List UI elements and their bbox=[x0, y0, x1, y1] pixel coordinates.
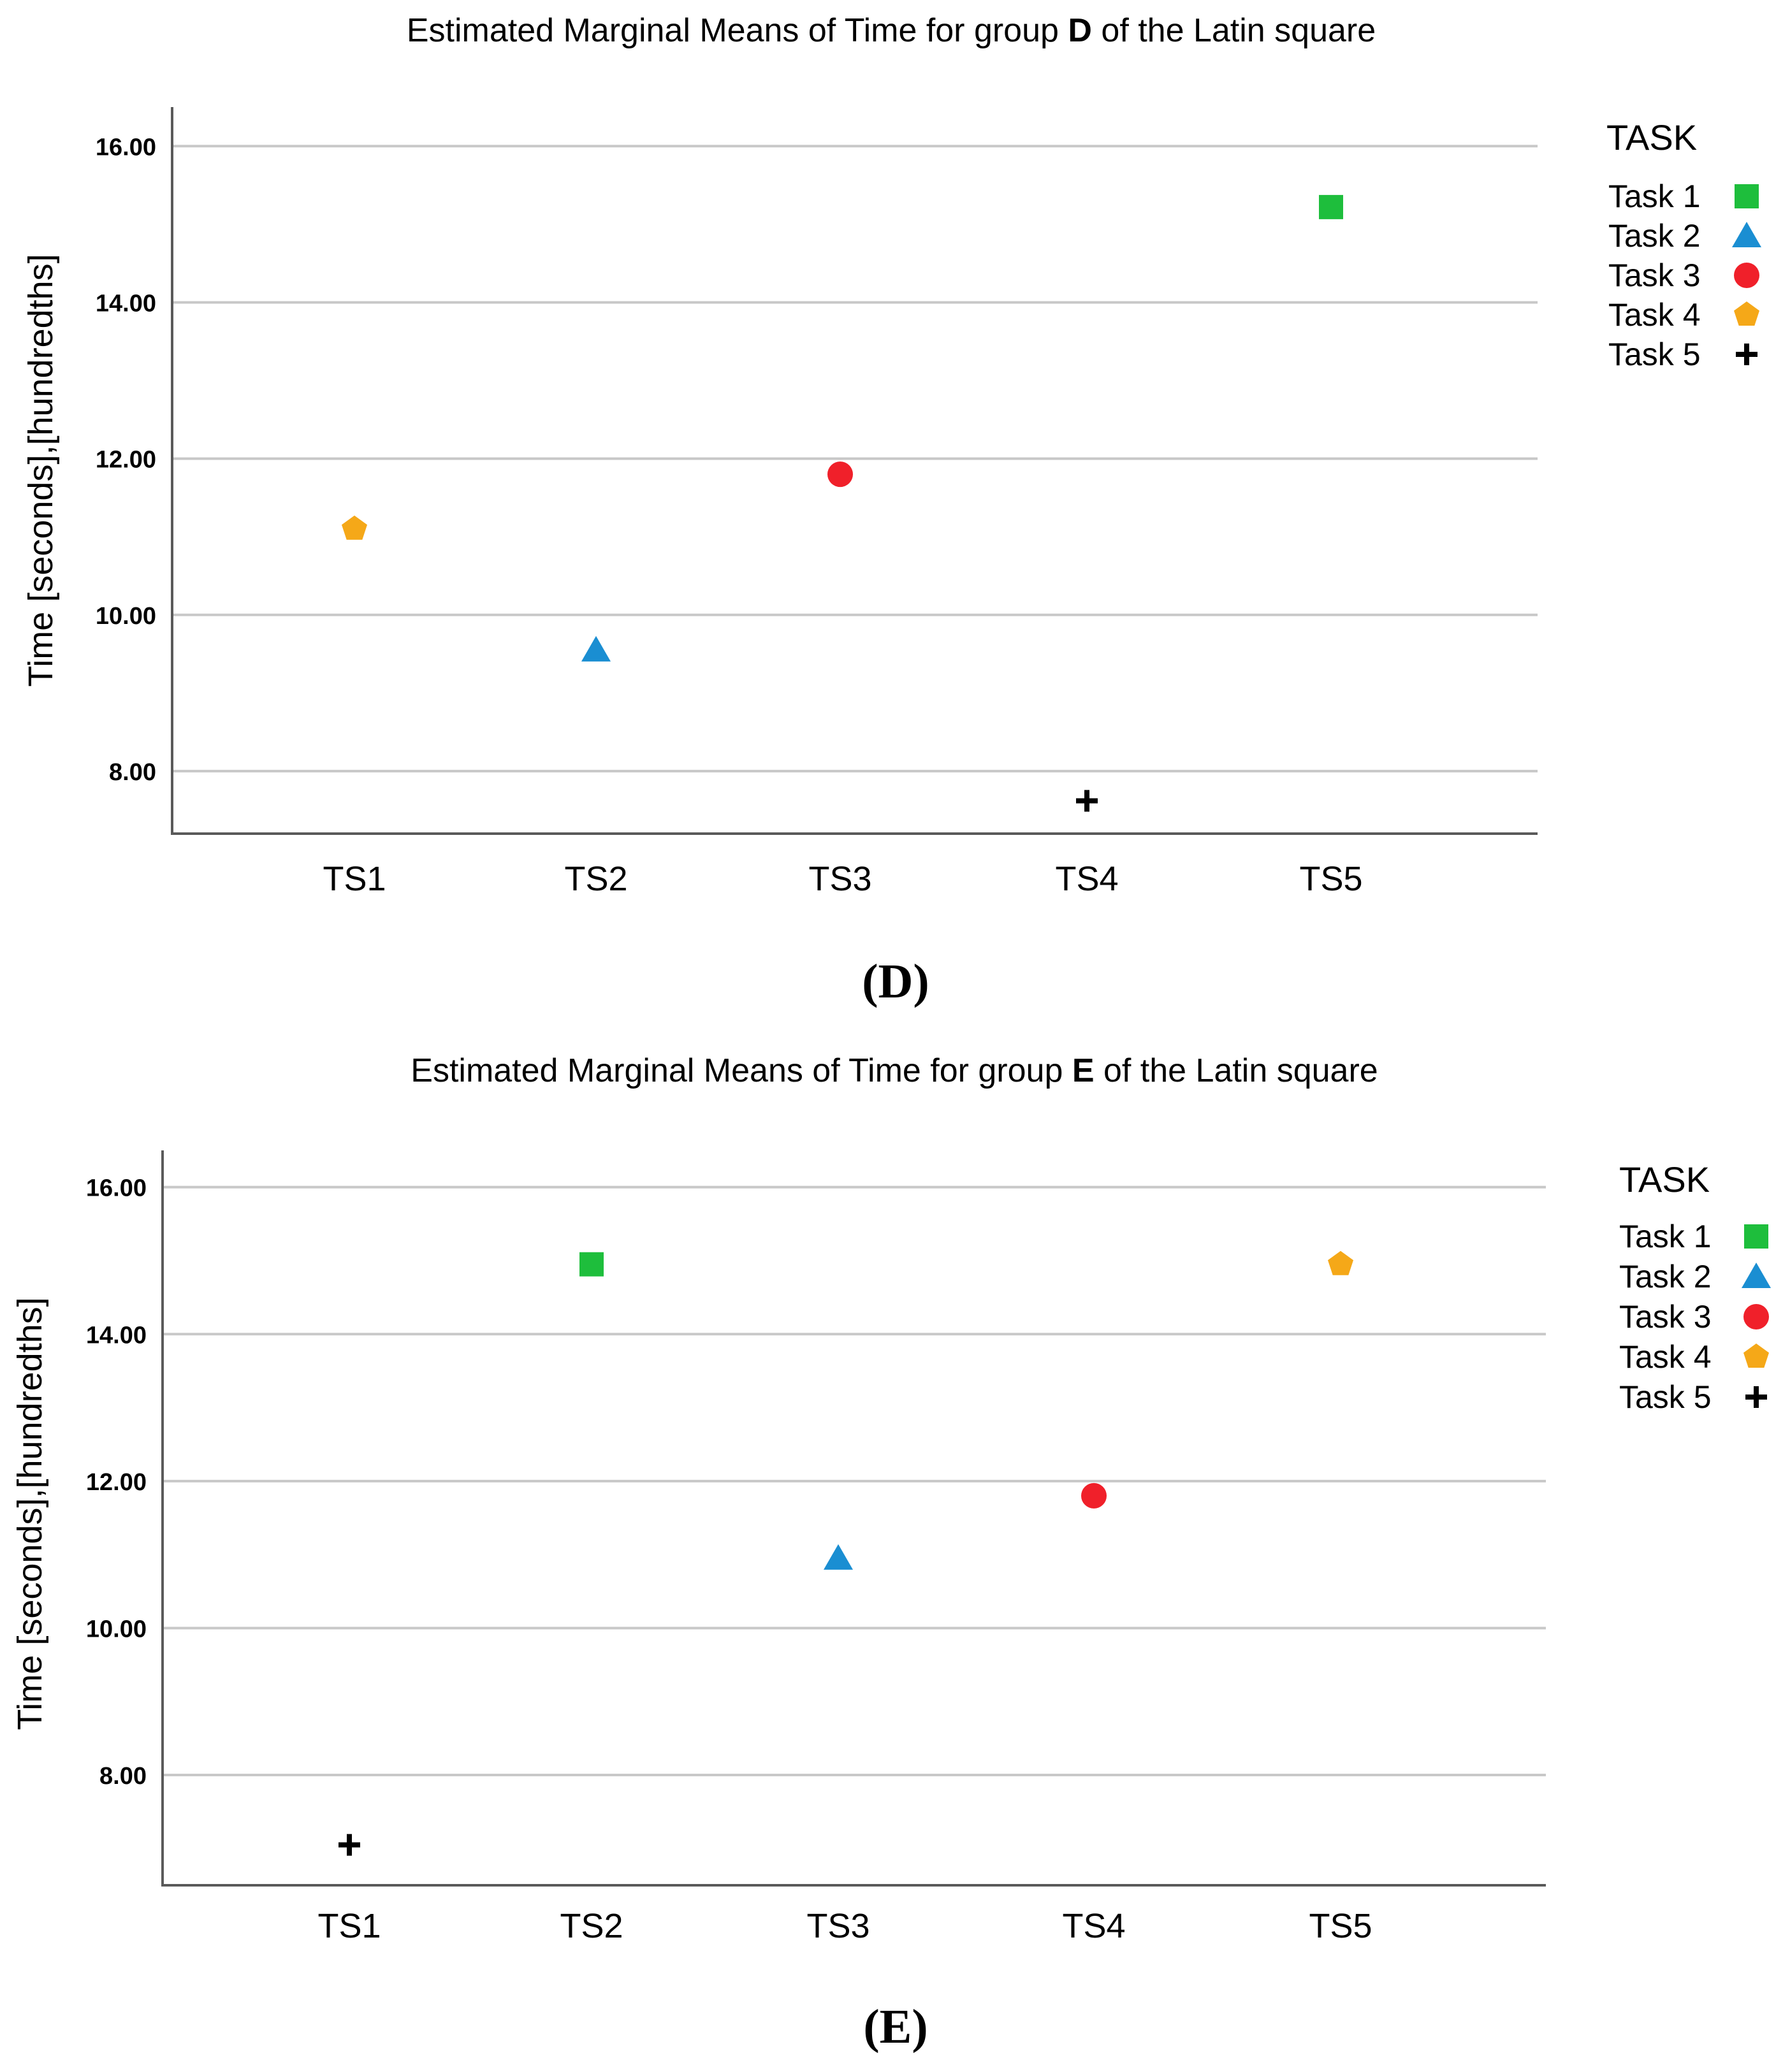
panel-label-d: (D) bbox=[862, 955, 929, 1008]
x-tick-label: TS1 bbox=[323, 860, 386, 898]
y-tick-label: 16.00 bbox=[86, 1175, 147, 1202]
legend-label: Task 3 bbox=[1608, 257, 1701, 293]
y-tick-label: 8.00 bbox=[109, 759, 156, 786]
x-tick-labels-e: TS1 TS2 TS3 TS4 TS5 bbox=[317, 1907, 1372, 1945]
chart-title-d: Estimated Marginal Means of Time for gro… bbox=[407, 12, 1376, 49]
axes-e bbox=[161, 1150, 1546, 1887]
grid-lines-d bbox=[172, 145, 1538, 772]
y-tick-label: 14.00 bbox=[86, 1322, 147, 1349]
y-tick-label: 8.00 bbox=[99, 1763, 147, 1790]
y-tick-label: 16.00 bbox=[96, 134, 156, 161]
data-point-task-5-e bbox=[338, 1834, 360, 1856]
legend-label: Task 1 bbox=[1619, 1219, 1712, 1254]
legend-label: Task 3 bbox=[1619, 1299, 1712, 1335]
data-points-d bbox=[342, 194, 1343, 812]
chart-panel-d: Estimated Marginal Means of Time for gro… bbox=[22, 12, 1761, 1008]
y-tick-labels-d: 8.00 10.00 12.00 14.00 16.00 bbox=[96, 134, 156, 786]
data-point-task-5-d bbox=[1076, 790, 1098, 812]
x-tick-label: TS2 bbox=[564, 860, 627, 898]
grid-lines-e bbox=[163, 1185, 1546, 1777]
x-tick-label: TS3 bbox=[808, 860, 871, 898]
x-tick-labels-d: TS1 TS2 TS3 TS4 TS5 bbox=[323, 860, 1362, 898]
legend-triangle-icon bbox=[1742, 1263, 1771, 1288]
data-point-task-4-d bbox=[342, 515, 367, 540]
y-tick-label: 10.00 bbox=[86, 1616, 147, 1642]
legend-label: Task 2 bbox=[1619, 1259, 1712, 1294]
x-tick-label: TS1 bbox=[317, 1907, 381, 1945]
data-point-task-2-e bbox=[824, 1544, 853, 1570]
legend-label: Task 4 bbox=[1608, 297, 1701, 333]
legend-title-e: TASK bbox=[1619, 1159, 1710, 1199]
legend-pentagon-icon bbox=[1743, 1344, 1769, 1368]
legend-label: Task 5 bbox=[1619, 1379, 1712, 1415]
axes-d bbox=[171, 107, 1538, 835]
legend-circle-icon bbox=[1743, 1304, 1769, 1329]
y-tick-label: 10.00 bbox=[96, 603, 156, 630]
data-point-task-2-d bbox=[581, 635, 611, 662]
legend-square-icon bbox=[1735, 184, 1759, 208]
y-axis-label-e: Time [seconds],[hundredths] bbox=[11, 1297, 49, 1730]
legend-triangle-icon bbox=[1732, 222, 1761, 247]
data-points-e bbox=[338, 1250, 1353, 1856]
data-point-task-1-e bbox=[579, 1252, 604, 1277]
chart-title-e: Estimated Marginal Means of Time for gro… bbox=[411, 1052, 1378, 1089]
legend-e: TASK Task 1 Task 2 Task 3 Task 4 Task 5 bbox=[1619, 1159, 1771, 1415]
y-tick-label: 12.00 bbox=[96, 447, 156, 474]
legend-cross-icon bbox=[1745, 1386, 1767, 1408]
y-tick-label: 12.00 bbox=[86, 1469, 147, 1496]
data-point-task-4-e bbox=[1328, 1250, 1353, 1275]
y-tick-labels-e: 8.00 10.00 12.00 14.00 16.00 bbox=[86, 1175, 147, 1790]
legend-label: Task 5 bbox=[1608, 337, 1701, 372]
legend-square-icon bbox=[1744, 1224, 1768, 1249]
data-point-task-3-e bbox=[1081, 1482, 1107, 1509]
data-point-task-3-d bbox=[827, 461, 853, 488]
x-tick-label: TS5 bbox=[1309, 1907, 1372, 1945]
y-tick-label: 14.00 bbox=[96, 290, 156, 317]
x-tick-label: TS4 bbox=[1055, 860, 1118, 898]
y-axis-label-d: Time [seconds],[hundredths] bbox=[22, 254, 60, 686]
legend-circle-icon bbox=[1734, 263, 1759, 288]
legend-pentagon-icon bbox=[1734, 301, 1759, 326]
legend-label: Task 4 bbox=[1619, 1339, 1712, 1375]
legend-cross-icon bbox=[1736, 344, 1758, 365]
legend-label: Task 2 bbox=[1608, 218, 1701, 254]
legend-title-d: TASK bbox=[1606, 117, 1697, 157]
x-tick-label: TS4 bbox=[1062, 1907, 1125, 1945]
legend-label: Task 1 bbox=[1608, 178, 1701, 214]
x-tick-label: TS2 bbox=[560, 1907, 623, 1945]
x-tick-label: TS3 bbox=[806, 1907, 870, 1945]
data-point-task-1-d bbox=[1319, 194, 1343, 219]
x-tick-label: TS5 bbox=[1299, 860, 1362, 898]
panel-label-e: (E) bbox=[863, 2000, 928, 2054]
chart-panel-e: Estimated Marginal Means of Time for gro… bbox=[11, 1052, 1771, 2054]
